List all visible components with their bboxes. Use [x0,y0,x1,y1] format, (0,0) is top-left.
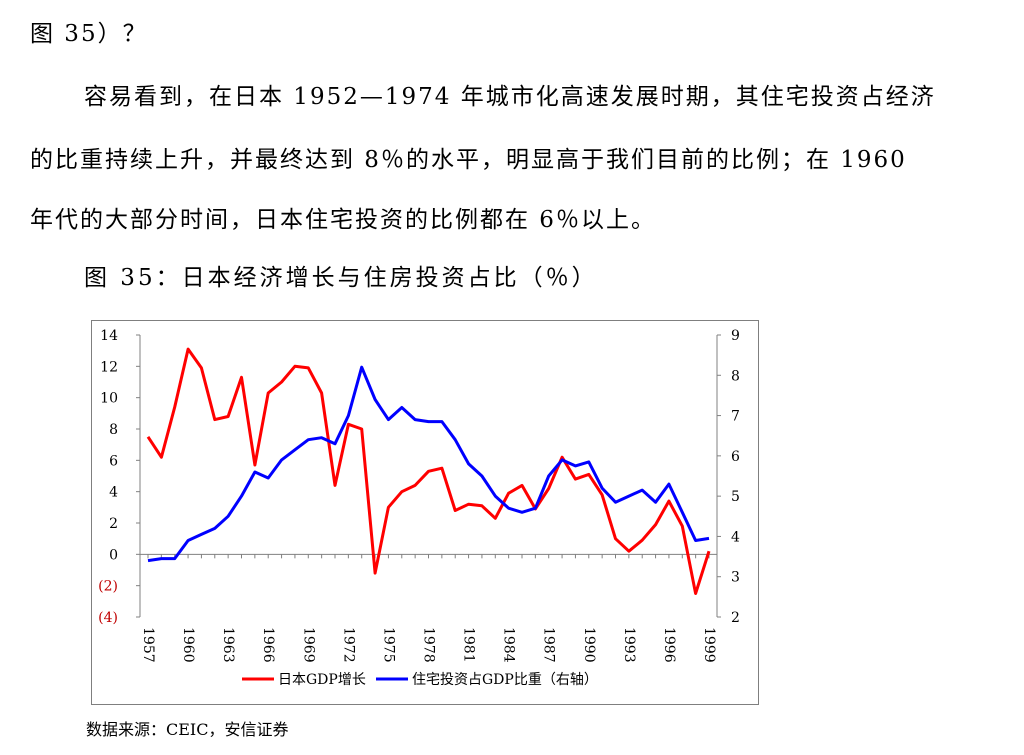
y-left-tick-label: 12 [100,359,118,375]
y-right-tick-label: 3 [731,570,740,586]
x-tick-label: 1987 [541,627,557,663]
y-left-tick-label: 10 [100,391,118,407]
x-tick-label: 1975 [380,627,396,663]
housing-investment-line [147,365,710,563]
y-left-tick-label: (4) [98,610,118,626]
x-tick-label: 1972 [340,627,356,663]
y-right-tick-label: 2 [731,610,740,626]
y-right-tick-label: 7 [731,409,740,425]
x-tick-label: 1966 [260,627,276,663]
x-tick-label: 1978 [421,627,437,663]
data-source-note: 数据来源：CEIC，安信证券 [86,720,289,739]
paragraph-line-1: 图 35）？ [30,21,148,47]
x-tick-label: 1963 [220,627,236,663]
paragraph-line-2: 容易看到，在日本 1952—1974 年城市化高速发展时期，其住宅投资占经济 [84,84,936,110]
figure-caption: 图 35：日本经济增长与住房投资占比（％） [84,265,598,291]
line-chart: 14 12 10 8 6 4 2 0 (2) (4) 9 8 7 6 5 4 3 2 1957 1960 1963 196… [98,328,740,688]
legend-gdp-label: 日本GDP增长 [278,672,366,688]
y-right-tick-label: 9 [731,328,740,344]
x-tick-label: 1957 [140,627,156,663]
x-tick-label: 1984 [501,627,517,663]
paragraph-line-3: 的比重持续上升，并最终达到 8％的水平，明显高于我们目前的比例；在 1960 [30,147,907,173]
y-left-tick-label: 2 [109,516,118,532]
y-right-tick-label: 4 [731,529,740,545]
paragraph-line-4: 年代的大部分时间，日本住宅投资的比例都在 6％以上。 [30,207,656,233]
y-left-tick-label: (2) [98,579,118,595]
y-right-tick-label: 6 [731,449,740,465]
y-left-tick-label: 6 [109,453,118,469]
x-tick-label: 1996 [661,627,677,663]
x-tick-label: 1969 [300,627,316,663]
y-left-tick-label: 8 [109,422,118,438]
x-tick-label: 1981 [461,627,477,663]
chart-container: 14 12 10 8 6 4 2 0 (2) (4) 9 8 7 6 5 4 3 2 1957 1960 1963 196… [91,320,759,705]
x-tick-label: 1990 [581,627,597,663]
y-right-tick-label: 8 [731,368,740,384]
x-tick-label: 1960 [180,627,196,663]
x-tick-label: 1999 [701,627,717,663]
gdp-growth-line [146,347,711,595]
y-left-tick-label: 4 [109,485,118,501]
y-right-tick-label: 5 [731,489,740,505]
y-left-tick-label: 14 [100,328,118,344]
x-tick-label: 1993 [621,627,637,663]
legend-housing-label: 住宅投资占GDP比重（右轴） [412,672,598,688]
y-left-tick-label: 0 [109,547,118,563]
